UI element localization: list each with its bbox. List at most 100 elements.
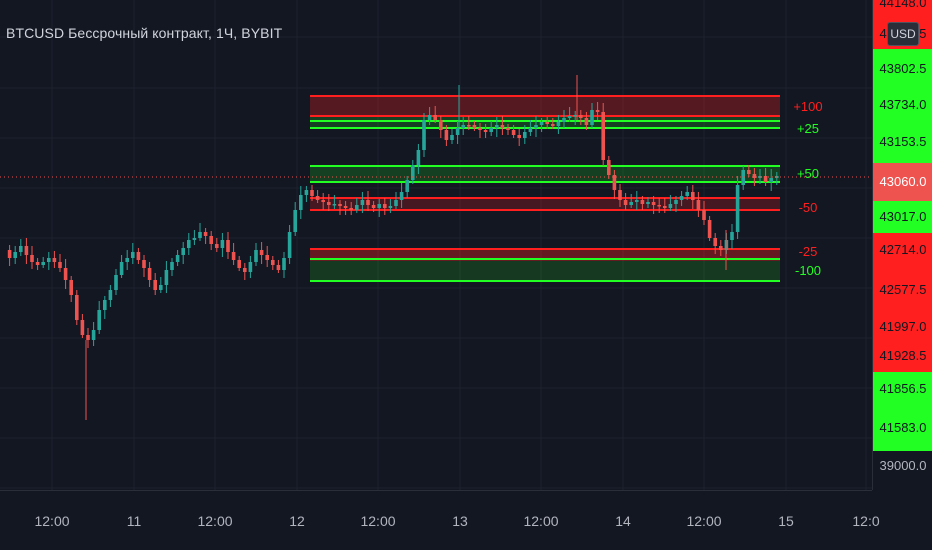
candle-body (243, 268, 247, 272)
candle-body (663, 206, 667, 208)
time-axis[interactable]: 12:00 11 12:00 12 12:00 13 12:00 14 12:00 15 12:0 (0, 490, 880, 550)
price-label: 43153.5 (873, 121, 932, 163)
candle-body (623, 200, 628, 205)
candle-body (187, 240, 191, 248)
time-label: 11 (126, 513, 142, 529)
time-label: 15 (778, 513, 794, 529)
candle-body (30, 255, 34, 262)
candle-body (338, 204, 342, 206)
candle-body (646, 202, 650, 204)
level-label: -50 (799, 200, 818, 215)
candle-body (707, 220, 712, 238)
candle-body (478, 128, 482, 130)
candle-body (696, 200, 701, 210)
candle-body (618, 190, 622, 200)
currency-badge[interactable]: USD (887, 22, 919, 46)
candle-body (579, 115, 583, 118)
candle-body (545, 122, 549, 124)
candle-body (58, 262, 62, 268)
candle-body (607, 160, 611, 175)
price-label: 43060.0 (873, 163, 932, 201)
candle-body (551, 124, 555, 126)
price-axis[interactable]: 44148.043805.543802.543734.043153.543060… (872, 0, 932, 490)
candle-body (299, 195, 303, 210)
time-label: 14 (615, 513, 631, 529)
candle-body (226, 240, 230, 252)
candle-body (293, 210, 297, 232)
candle-body (399, 192, 404, 200)
candle-body (713, 238, 717, 246)
candle-body (287, 232, 292, 258)
candle-body (371, 205, 376, 208)
candle-body (265, 255, 269, 260)
candle-body (752, 174, 757, 178)
candle-body (495, 125, 499, 128)
candle-body (472, 125, 477, 128)
candle-body (276, 265, 281, 270)
level-zone (310, 261, 780, 281)
candle-body (170, 262, 174, 270)
price-label: 41856.5 (873, 372, 932, 405)
candle-body (259, 250, 264, 255)
candle-body (192, 238, 197, 240)
level-label: +100 (793, 99, 822, 114)
candle-body (237, 260, 241, 268)
candle-body (534, 125, 538, 128)
candle-body (685, 192, 689, 196)
candle-body (86, 335, 90, 340)
candle-body (702, 210, 706, 220)
candle-body (483, 130, 488, 132)
candle-body (125, 258, 129, 262)
candle-body (332, 204, 337, 206)
time-label: 12:00 (360, 513, 396, 529)
price-label: 41928.5 (873, 340, 932, 372)
candle-body (674, 200, 678, 204)
candle-body (315, 196, 320, 200)
candle-body (679, 196, 684, 200)
price-label: 41997.0 (873, 313, 932, 340)
price-label: 43802.5 (873, 49, 932, 89)
candle-body (47, 258, 51, 262)
candle-body (590, 110, 594, 125)
candle-body (35, 262, 40, 265)
candle-body (147, 268, 152, 280)
candle-body (198, 232, 202, 238)
candle-body (651, 202, 656, 205)
candle-body (304, 190, 309, 195)
time-label: 12:0 (852, 513, 880, 529)
candle-body (7, 250, 12, 258)
candle-body (506, 128, 510, 130)
candle-body (455, 128, 460, 135)
candle-body (635, 200, 639, 202)
candle-body (584, 118, 589, 125)
candle-body (360, 200, 365, 205)
candle-body (271, 260, 275, 265)
candlestick-chart[interactable]: +100 +25 +50 -50 -25 -100 (0, 0, 872, 490)
candle-body (215, 244, 219, 248)
candle-body (500, 125, 505, 128)
candle-body (489, 128, 493, 132)
candle-body (136, 252, 141, 260)
candle-body (175, 255, 180, 262)
candle-body (349, 208, 353, 210)
candle-body (573, 115, 577, 117)
candle-body (41, 262, 45, 265)
level-zone (310, 198, 780, 210)
candle-body (366, 200, 370, 205)
candle-body (517, 135, 521, 138)
symbol-title[interactable]: BTCUSD Бессрочный контракт, 1Ч, BYBIT (6, 25, 283, 41)
candle-body (321, 200, 325, 202)
candle-body (640, 200, 645, 204)
candle-body (668, 204, 673, 208)
candle-body (19, 246, 23, 252)
price-label: 39000.0 (873, 451, 932, 481)
candle-body (343, 206, 348, 208)
candle-body (209, 236, 213, 244)
candle-body (254, 250, 258, 262)
candle-body (439, 120, 443, 130)
candle-body (164, 270, 169, 285)
price-label: 43017.0 (873, 201, 932, 233)
candle-body (355, 205, 359, 210)
chart-canvas[interactable]: +100 +25 +50 -50 -25 -100 BTCUSD Бессрочный к… (0, 0, 872, 490)
time-label: 12:00 (686, 513, 722, 529)
